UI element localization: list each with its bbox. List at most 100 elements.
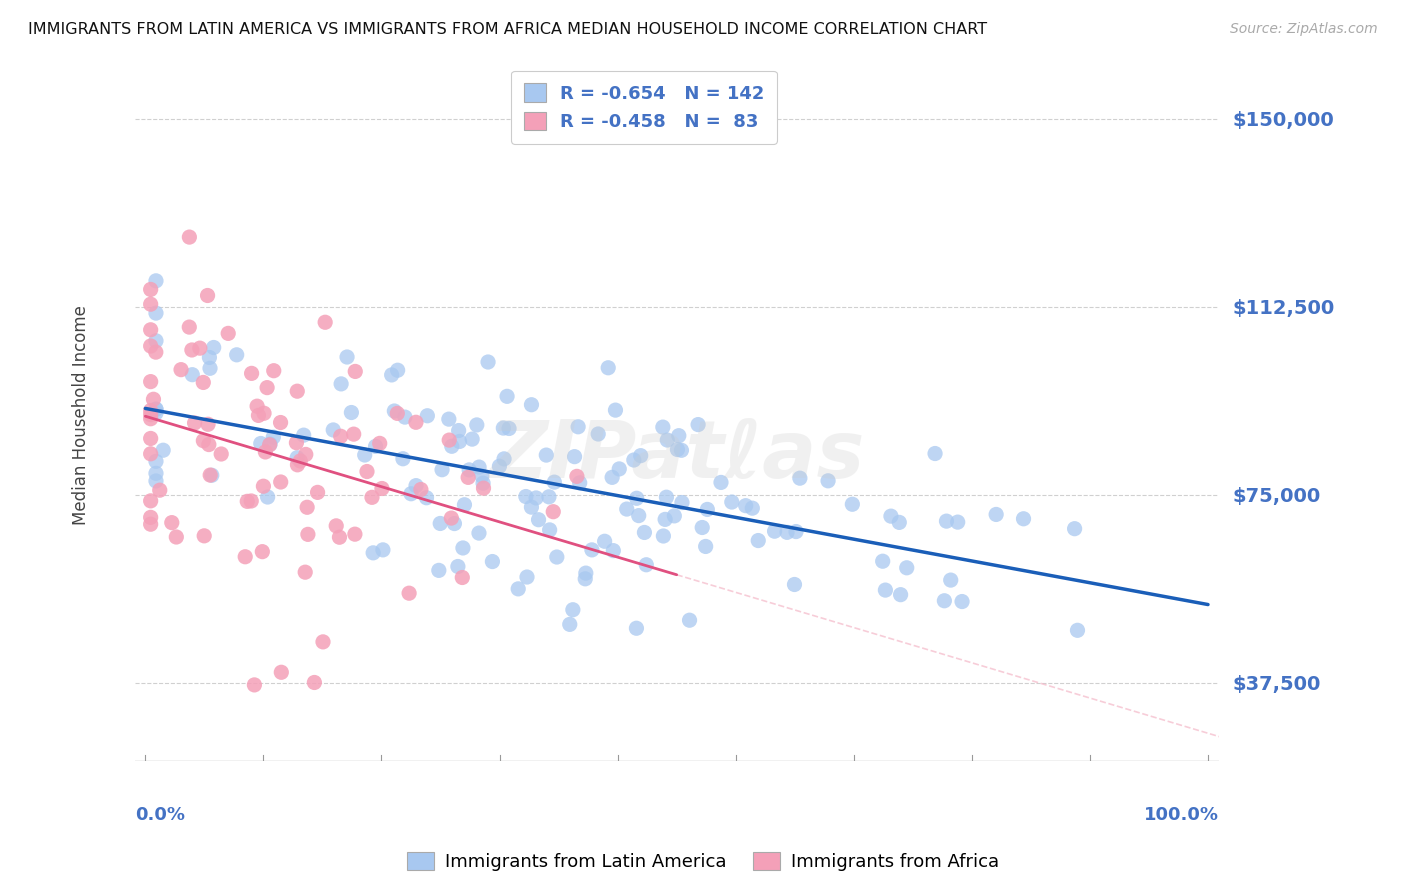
Point	[671, 443, 693, 458]
Point	[179, 230, 201, 244]
Point	[465, 417, 488, 432]
Point	[399, 487, 422, 501]
Point	[197, 288, 219, 302]
Point	[343, 527, 366, 541]
Point	[382, 404, 405, 418]
Point	[312, 635, 335, 649]
Point	[633, 525, 655, 540]
Point	[193, 529, 215, 543]
Point	[197, 417, 219, 432]
Point	[198, 361, 221, 376]
Point	[817, 474, 839, 488]
Point	[145, 334, 167, 348]
Point	[325, 519, 347, 533]
Text: Source: ZipAtlas.com: Source: ZipAtlas.com	[1230, 22, 1378, 37]
Point	[145, 402, 167, 417]
Point	[142, 392, 165, 407]
Point	[371, 542, 394, 557]
Point	[652, 529, 675, 543]
Point	[546, 549, 568, 564]
Point	[935, 514, 957, 528]
Point	[950, 594, 973, 608]
Point	[243, 678, 266, 692]
Point	[364, 439, 387, 453]
Point	[307, 485, 329, 500]
Point	[934, 593, 956, 607]
Point	[657, 433, 679, 447]
Point	[394, 410, 416, 425]
Point	[198, 468, 221, 483]
Point	[145, 306, 167, 320]
Point	[322, 423, 344, 437]
Text: Median Household Income: Median Household Income	[72, 305, 90, 524]
Point	[145, 454, 167, 468]
Point	[165, 530, 187, 544]
Point	[409, 483, 432, 497]
Point	[225, 348, 247, 362]
Point	[471, 469, 494, 483]
Point	[139, 403, 162, 417]
Point	[139, 510, 162, 524]
Point	[188, 341, 211, 355]
Point	[602, 543, 624, 558]
Point	[458, 463, 481, 477]
Point	[263, 364, 285, 378]
Point	[468, 526, 491, 541]
Point	[330, 376, 353, 391]
Point	[249, 436, 271, 450]
Point	[139, 375, 162, 389]
Point	[252, 479, 274, 493]
Point	[139, 339, 162, 353]
Point	[145, 402, 167, 417]
Point	[515, 490, 537, 504]
Point	[453, 498, 475, 512]
Point	[246, 399, 269, 413]
Point	[593, 534, 616, 549]
Point	[236, 494, 259, 508]
Point	[457, 470, 479, 484]
Point	[285, 435, 308, 450]
Point	[488, 459, 510, 474]
Point	[198, 351, 221, 365]
Point	[139, 408, 162, 422]
Point	[468, 460, 491, 475]
Point	[449, 434, 471, 449]
Point	[734, 499, 756, 513]
Point	[361, 491, 384, 505]
Point	[558, 617, 581, 632]
Point	[785, 524, 807, 539]
Point	[626, 491, 648, 506]
Point	[696, 502, 718, 516]
Point	[240, 367, 263, 381]
Point	[1012, 512, 1035, 526]
Point	[201, 468, 224, 483]
Point	[783, 577, 806, 591]
Point	[398, 586, 420, 600]
Point	[946, 515, 969, 529]
Point	[328, 530, 350, 544]
Point	[233, 549, 256, 564]
Point	[537, 490, 560, 504]
Point	[600, 470, 623, 484]
Point	[183, 416, 205, 430]
Point	[481, 555, 503, 569]
Point	[145, 474, 167, 488]
Point	[429, 516, 451, 531]
Point	[472, 481, 495, 495]
Point	[520, 398, 543, 412]
Point	[371, 482, 394, 496]
Point	[152, 443, 174, 458]
Point	[688, 417, 710, 432]
Point	[536, 448, 558, 462]
Point	[605, 403, 627, 417]
Point	[247, 409, 270, 423]
Point	[180, 343, 202, 357]
Point	[789, 471, 811, 485]
Point	[149, 483, 172, 498]
Point	[145, 274, 167, 288]
Point	[145, 345, 167, 359]
Point	[139, 493, 162, 508]
Point	[924, 446, 946, 460]
Point	[880, 509, 903, 524]
Point	[1063, 522, 1085, 536]
